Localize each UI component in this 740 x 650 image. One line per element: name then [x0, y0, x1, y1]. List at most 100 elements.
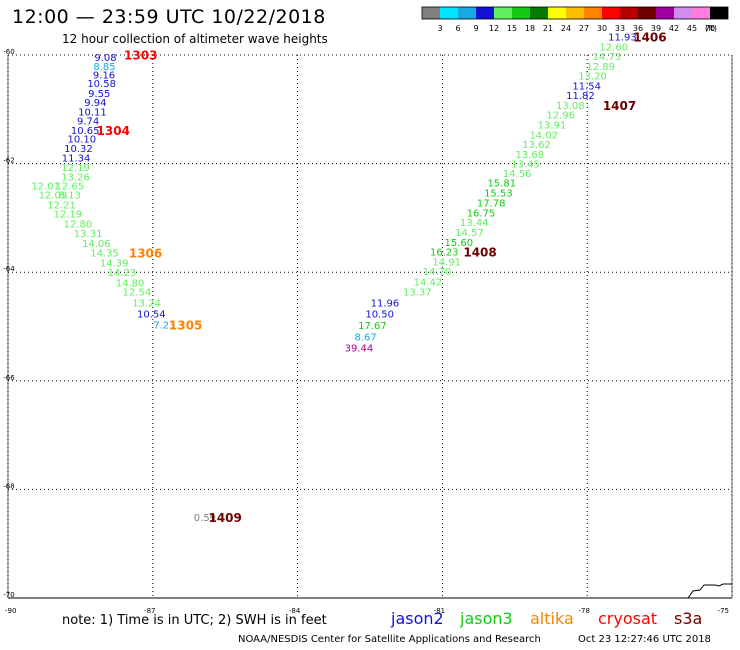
lon-tick-label: -87	[144, 607, 155, 615]
legend-s3a: s3a	[674, 609, 702, 628]
wave-height-label: 11.34	[62, 154, 91, 165]
colorbar-swatch	[674, 7, 692, 19]
wave-height-label: 13.24	[132, 299, 161, 310]
wave-height-label: 14.02	[529, 130, 558, 141]
wave-height-label: 14.23	[108, 268, 137, 279]
wave-height-label: 11.82	[566, 91, 595, 102]
colorbar-swatch	[476, 7, 494, 19]
wave-height-label: 13.91	[538, 121, 567, 132]
wave-height-label: 14.56	[503, 169, 532, 180]
wave-height-label: 10.58	[87, 79, 116, 90]
colorbar-units: (ft)	[705, 24, 717, 33]
colorbar-swatch	[656, 7, 674, 19]
wave-height-label: 17.78	[477, 199, 506, 210]
wave-height-label: 10.11	[78, 107, 107, 118]
wave-height-label: 16.23	[430, 248, 459, 259]
timestamp: Oct 23 12:27:46 UTC 2018	[578, 634, 711, 645]
wave-height-label: 14.80	[116, 279, 145, 290]
colorbar-swatch	[530, 7, 548, 19]
wave-height-label: 14.42	[414, 277, 443, 288]
colorbar-tick-label: 18	[525, 24, 535, 33]
colorbar-swatch	[440, 7, 458, 19]
wave-height-label: 17.67	[358, 321, 387, 332]
wave-height-label: 9.08	[94, 53, 116, 64]
wave-height-label: 14.73	[593, 52, 622, 63]
wave-height-label: 7.23	[153, 320, 175, 331]
page-title: 12:00 — 23:59 UTC 10/22/2018	[12, 6, 326, 28]
lat-tick-label: -60	[3, 48, 14, 56]
colorbar-tick-label: 24	[561, 24, 571, 33]
wave-height-label: 9.74	[77, 117, 99, 128]
wave-height-label: 13.08	[556, 101, 585, 112]
lat-tick-label: -68	[3, 482, 14, 490]
pass-time-label: 1304	[97, 124, 130, 138]
colorbar-swatch	[710, 7, 728, 19]
lon-tick-label: -84	[289, 607, 301, 615]
wave-height-label: 10.65	[71, 126, 100, 137]
wave-height-label: 14.35	[90, 249, 119, 260]
colorbar-swatch	[566, 7, 584, 19]
colorbar-tick-label: 45	[687, 24, 697, 33]
legend-s3a-label: s3a	[674, 609, 703, 628]
legend-cryosat: cryosat	[598, 609, 657, 628]
wave-height-label: 14.57	[455, 228, 484, 239]
wave-height-label: 8.85	[93, 62, 115, 73]
wave-height-label: 15.53	[484, 188, 513, 199]
colorbar-swatch	[422, 7, 440, 19]
colorbar-swatch	[584, 7, 602, 19]
colorbar-swatch	[512, 7, 530, 19]
colorbar-swatch	[548, 7, 566, 19]
wave-height-label: 13.26	[61, 173, 90, 184]
pass-time-label: 1408	[463, 246, 496, 260]
wave-height-label: 11.54	[572, 81, 601, 92]
lat-tick-label: -66	[3, 374, 15, 382]
pass-time-label: 1303	[124, 48, 157, 62]
wave-height-label: 16.75	[467, 208, 496, 219]
wave-height-label: 11.96	[371, 299, 400, 310]
lon-tick-label: -81	[434, 607, 445, 615]
legend-jason2-label: jason2	[391, 609, 444, 628]
wave-height-label: 14.70	[423, 267, 452, 278]
lat-tick-label: -70	[3, 591, 14, 599]
wave-height-label: 13.37	[403, 288, 432, 299]
legend-jason2: jason2	[391, 609, 444, 628]
credit: NOAA/NESDIS Center for Satellite Applica…	[238, 634, 541, 645]
wave-height-label: 10.50	[365, 309, 394, 320]
colorbar-tick-label: 36	[633, 24, 643, 33]
colorbar-tick-label: 27	[579, 24, 589, 33]
wave-height-label: 15.60	[444, 238, 473, 249]
lat-tick-label: -64	[3, 265, 15, 273]
legend-altika: altika	[530, 609, 574, 628]
pass-time-label: 1406	[633, 31, 666, 45]
colorbar-tick-label: 9	[473, 24, 478, 33]
lat-tick-label: -62	[3, 157, 14, 165]
wave-height-label: 12.19	[61, 163, 90, 174]
colorbar-swatch	[458, 7, 476, 19]
wave-height-label: 12.19	[54, 210, 83, 221]
colorbar-tick-label: 42	[669, 24, 679, 33]
note: note: 1) Time is in UTC; 2) SWH is in fe…	[62, 613, 327, 628]
colorbar-tick-label: 70	[705, 24, 715, 33]
colorbar-tick-label: 3	[437, 24, 442, 33]
wave-height-label: 12.54	[123, 288, 152, 299]
colorbar-tick-label: 39	[651, 24, 661, 33]
wave-height-label: 12.89	[586, 62, 615, 73]
colorbar-swatch	[692, 7, 710, 19]
pass-time-label: 1409	[208, 511, 241, 525]
wave-height-label: 13.44	[460, 218, 489, 229]
wave-height-label: 9.16	[93, 71, 115, 82]
wave-height-label: 10.10	[68, 135, 97, 146]
wave-height-label: 14.06	[82, 239, 111, 250]
colorbar-tick-label: 6	[455, 24, 460, 33]
page-subtitle: 12 hour collection of altimeter wave hei…	[62, 32, 328, 46]
colorbar-swatch	[602, 7, 620, 19]
legend-cryosat-label: cryosat	[598, 609, 658, 628]
wave-height-label: 15.81	[487, 179, 516, 190]
wave-height-label: 12.01	[31, 181, 60, 192]
legend-jason3-label: jason3	[460, 609, 513, 628]
lon-tick-label: -78	[578, 607, 589, 615]
lon-tick-label: -90	[5, 607, 16, 615]
wave-height-label: 12.96	[546, 111, 575, 122]
wave-height-label: 9.55	[88, 89, 110, 100]
